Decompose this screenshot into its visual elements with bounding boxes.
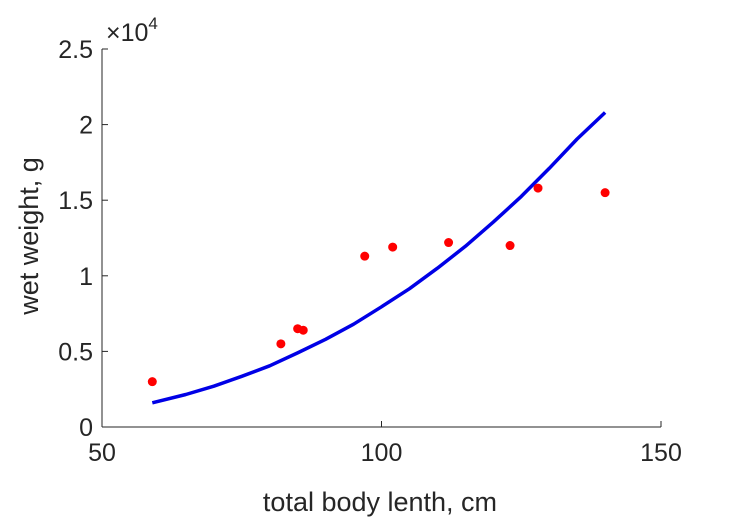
y-tick-label: 2.5	[58, 36, 93, 64]
y-tick-label: 0.5	[58, 338, 93, 366]
data-point	[298, 325, 308, 335]
x-axis-label: total body lenth, cm	[263, 487, 497, 517]
data-point	[505, 241, 515, 251]
y-exponent: ×104	[106, 14, 158, 47]
y-tick-label: 2	[79, 112, 93, 140]
x-tick-label: 100	[361, 439, 403, 467]
series-layer	[147, 111, 610, 405]
data-point	[360, 251, 370, 261]
fit-curve-line	[151, 111, 607, 405]
x-tick-label: 150	[640, 439, 682, 467]
y-axis-label: wet weight, g	[14, 157, 44, 316]
data-point	[600, 188, 610, 198]
data-point	[147, 377, 157, 387]
y-exponent-base: ×10	[106, 19, 148, 47]
y-tick-label: 0	[79, 414, 93, 442]
data-point	[276, 339, 286, 349]
y-tick-label: 1	[79, 263, 93, 291]
data-point	[533, 183, 543, 193]
x-tick-label: 50	[88, 439, 116, 467]
data-point	[444, 238, 454, 248]
axes: 50 100 150 0 0.5 1 1.5 2 2.5	[58, 36, 682, 467]
data-point	[388, 242, 398, 252]
y-exponent-power: 4	[148, 14, 157, 33]
y-tick-label: 1.5	[58, 187, 93, 215]
